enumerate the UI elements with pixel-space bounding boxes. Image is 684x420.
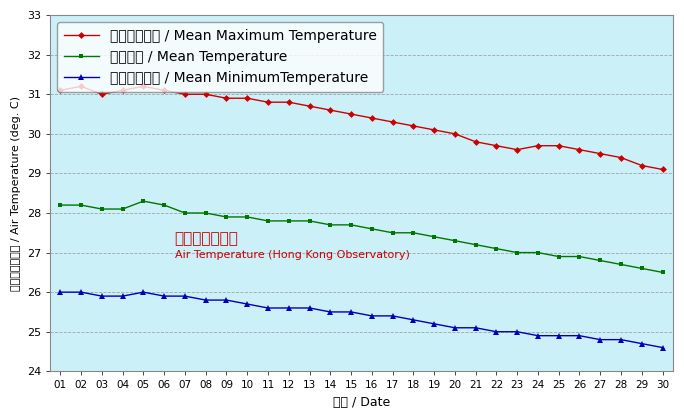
平均最高氣溫 / Mean Maximum Temperature	[617, 155, 625, 160]
平均最低氣溫 / Mean MinimumTemperature	[305, 305, 313, 310]
平均氣溫 / Mean Temperature	[118, 207, 127, 212]
平均最高氣溫 / Mean Maximum Temperature	[56, 88, 64, 93]
平均氣溫 / Mean Temperature	[575, 254, 583, 259]
平均氣溫 / Mean Temperature	[409, 230, 417, 235]
平均氣溫 / Mean Temperature	[617, 262, 625, 267]
平均氣溫 / Mean Temperature	[326, 222, 334, 227]
平均氣溫 / Mean Temperature	[513, 250, 521, 255]
平均氣溫 / Mean Temperature	[451, 238, 459, 243]
平均最低氣溫 / Mean MinimumTemperature	[326, 310, 334, 315]
平均最低氣溫 / Mean MinimumTemperature	[243, 302, 251, 307]
平均最低氣溫 / Mean MinimumTemperature	[181, 294, 189, 299]
平均最高氣溫 / Mean Maximum Temperature	[596, 151, 605, 156]
平均氣溫 / Mean Temperature	[77, 202, 86, 207]
平均氣溫 / Mean Temperature	[56, 202, 64, 207]
平均最高氣溫 / Mean Maximum Temperature	[451, 131, 459, 136]
Line: 平均最高氣溫 / Mean Maximum Temperature: 平均最高氣溫 / Mean Maximum Temperature	[58, 84, 665, 172]
平均最高氣溫 / Mean Maximum Temperature	[430, 127, 438, 132]
平均氣溫 / Mean Temperature	[430, 234, 438, 239]
平均最高氣溫 / Mean Maximum Temperature	[305, 104, 313, 109]
平均最低氣溫 / Mean MinimumTemperature	[513, 329, 521, 334]
Text: 氣溫（天文台）: 氣溫（天文台）	[174, 231, 239, 246]
平均最低氣溫 / Mean MinimumTemperature	[285, 305, 293, 310]
平均氣溫 / Mean Temperature	[264, 218, 272, 223]
平均最高氣溫 / Mean Maximum Temperature	[140, 84, 148, 89]
平均氣溫 / Mean Temperature	[596, 258, 605, 263]
平均最高氣溫 / Mean Maximum Temperature	[575, 147, 583, 152]
平均最高氣溫 / Mean Maximum Temperature	[555, 143, 563, 148]
平均最高氣溫 / Mean Maximum Temperature	[368, 116, 376, 121]
平均最高氣溫 / Mean Maximum Temperature	[326, 108, 334, 113]
平均氣溫 / Mean Temperature	[492, 246, 501, 251]
平均最高氣溫 / Mean Maximum Temperature	[513, 147, 521, 152]
平均最低氣溫 / Mean MinimumTemperature	[77, 290, 86, 295]
平均最低氣溫 / Mean MinimumTemperature	[368, 313, 376, 318]
平均氣溫 / Mean Temperature	[202, 210, 210, 215]
平均最低氣溫 / Mean MinimumTemperature	[637, 341, 646, 346]
平均氣溫 / Mean Temperature	[637, 266, 646, 271]
平均氣溫 / Mean Temperature	[471, 242, 479, 247]
平均最低氣溫 / Mean MinimumTemperature	[555, 333, 563, 338]
平均最低氣溫 / Mean MinimumTemperature	[534, 333, 542, 338]
平均最低氣溫 / Mean MinimumTemperature	[575, 333, 583, 338]
平均氣溫 / Mean Temperature	[243, 215, 251, 220]
平均最高氣溫 / Mean Maximum Temperature	[492, 143, 501, 148]
平均最低氣溫 / Mean MinimumTemperature	[617, 337, 625, 342]
平均氣溫 / Mean Temperature	[555, 254, 563, 259]
平均氣溫 / Mean Temperature	[659, 270, 667, 275]
平均最高氣溫 / Mean Maximum Temperature	[98, 92, 106, 97]
平均最低氣溫 / Mean MinimumTemperature	[56, 290, 64, 295]
Text: Air Temperature (Hong Kong Observatory): Air Temperature (Hong Kong Observatory)	[174, 249, 410, 260]
平均氣溫 / Mean Temperature	[181, 210, 189, 215]
平均最高氣溫 / Mean Maximum Temperature	[118, 88, 127, 93]
平均最低氣溫 / Mean MinimumTemperature	[222, 297, 231, 302]
平均最低氣溫 / Mean MinimumTemperature	[471, 325, 479, 330]
平均最低氣溫 / Mean MinimumTemperature	[347, 310, 355, 315]
平均氣溫 / Mean Temperature	[305, 218, 313, 223]
平均最高氣溫 / Mean Maximum Temperature	[659, 167, 667, 172]
平均最高氣溫 / Mean Maximum Temperature	[471, 139, 479, 144]
平均最低氣溫 / Mean MinimumTemperature	[160, 294, 168, 299]
平均最低氣溫 / Mean MinimumTemperature	[389, 313, 397, 318]
Line: 平均最低氣溫 / Mean MinimumTemperature: 平均最低氣溫 / Mean MinimumTemperature	[57, 289, 666, 350]
平均最低氣溫 / Mean MinimumTemperature	[596, 337, 605, 342]
平均最高氣溫 / Mean Maximum Temperature	[222, 96, 231, 101]
平均最高氣溫 / Mean Maximum Temperature	[181, 92, 189, 97]
平均最高氣溫 / Mean Maximum Temperature	[347, 112, 355, 117]
平均最高氣溫 / Mean Maximum Temperature	[77, 84, 86, 89]
平均最低氣溫 / Mean MinimumTemperature	[409, 318, 417, 323]
平均最高氣溫 / Mean Maximum Temperature	[637, 163, 646, 168]
平均最低氣溫 / Mean MinimumTemperature	[264, 305, 272, 310]
平均氣溫 / Mean Temperature	[534, 250, 542, 255]
平均氣溫 / Mean Temperature	[222, 215, 231, 220]
平均最高氣溫 / Mean Maximum Temperature	[534, 143, 542, 148]
Y-axis label: 氣溫（攝氏度） / Air Temperature (deg. C): 氣溫（攝氏度） / Air Temperature (deg. C)	[11, 96, 21, 291]
平均最低氣溫 / Mean MinimumTemperature	[492, 329, 501, 334]
平均最低氣溫 / Mean MinimumTemperature	[659, 345, 667, 350]
平均最高氣溫 / Mean Maximum Temperature	[409, 123, 417, 129]
平均最高氣溫 / Mean Maximum Temperature	[202, 92, 210, 97]
Legend: 平均最高氣溫 / Mean Maximum Temperature, 平均氣溫 / Mean Temperature, 平均最低氣溫 / Mean Minimu: 平均最高氣溫 / Mean Maximum Temperature, 平均氣溫 …	[57, 22, 384, 92]
平均最高氣溫 / Mean Maximum Temperature	[285, 100, 293, 105]
平均最高氣溫 / Mean Maximum Temperature	[243, 96, 251, 101]
Line: 平均氣溫 / Mean Temperature: 平均氣溫 / Mean Temperature	[58, 199, 665, 275]
平均最高氣溫 / Mean Maximum Temperature	[264, 100, 272, 105]
平均最高氣溫 / Mean Maximum Temperature	[389, 119, 397, 124]
平均最低氣溫 / Mean MinimumTemperature	[451, 325, 459, 330]
平均氣溫 / Mean Temperature	[98, 207, 106, 212]
平均氣溫 / Mean Temperature	[389, 230, 397, 235]
平均最低氣溫 / Mean MinimumTemperature	[98, 294, 106, 299]
平均最低氣溫 / Mean MinimumTemperature	[140, 290, 148, 295]
平均氣溫 / Mean Temperature	[160, 202, 168, 207]
平均氣溫 / Mean Temperature	[347, 222, 355, 227]
平均氣溫 / Mean Temperature	[140, 199, 148, 204]
平均最高氣溫 / Mean Maximum Temperature	[160, 88, 168, 93]
平均最低氣溫 / Mean MinimumTemperature	[430, 321, 438, 326]
平均氣溫 / Mean Temperature	[285, 218, 293, 223]
平均最低氣溫 / Mean MinimumTemperature	[202, 297, 210, 302]
平均最低氣溫 / Mean MinimumTemperature	[118, 294, 127, 299]
平均氣溫 / Mean Temperature	[368, 226, 376, 231]
X-axis label: 日期 / Date: 日期 / Date	[333, 396, 390, 409]
